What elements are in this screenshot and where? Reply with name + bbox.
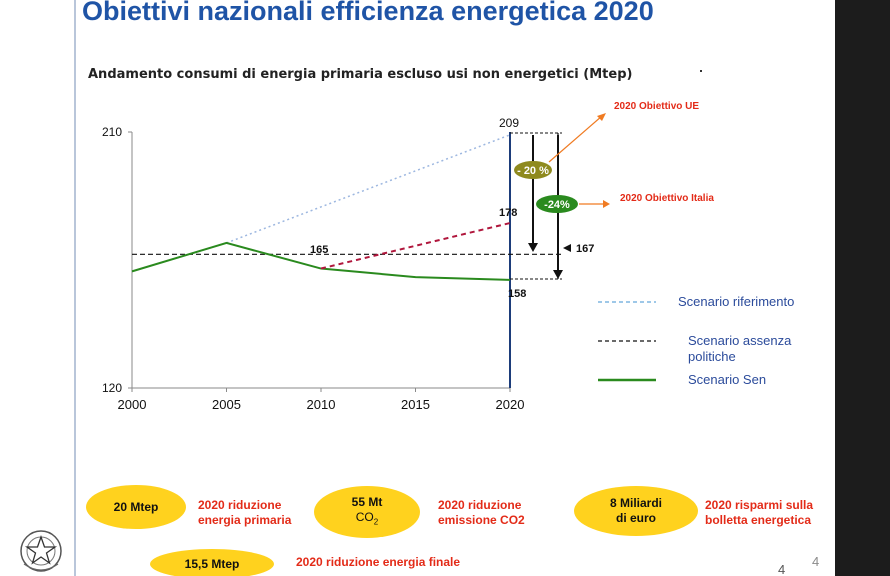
arrow-ue-head <box>597 113 606 121</box>
x-tick-label-2005: 2005 <box>212 397 241 412</box>
legend-assenza-line2: politiche <box>688 349 736 364</box>
kpi-oval-2-unit-subscript: 2 <box>373 517 379 527</box>
slide: Obiettivi nazionali efficienza energetic… <box>0 0 835 576</box>
kpi-oval-4-value: 15,5 Mtep <box>184 556 240 571</box>
legend-assenza-line1: Scenario assenza <box>688 333 792 348</box>
arrow-ue <box>548 115 603 163</box>
kpi-label-1: 2020 riduzione energia primaria <box>198 498 291 528</box>
kpi-oval-2: 55 Mt CO2 <box>314 486 420 538</box>
legend-assenza: Scenario assenza politiche <box>688 333 791 365</box>
tick-labels: 2000 2005 2010 2015 2020 120 210 <box>102 125 524 412</box>
dot-mark <box>700 70 702 72</box>
kpi-oval-2-unit: CO2 <box>355 509 379 527</box>
legend-sen: Scenario Sen <box>688 372 767 387</box>
x-ticks <box>131 388 511 392</box>
kpi-oval-2-value: 55 Mt <box>351 494 383 509</box>
label-209: 209 <box>499 116 519 130</box>
energy-chart: 2000 2005 2010 2015 2020 120 210 - 20 % -24% 2… <box>102 101 714 412</box>
kpi-label-1-line1: 2020 riduzione <box>198 498 282 512</box>
badge-minus-24 <box>536 195 578 213</box>
legend-riferimento: Scenario riferimento <box>678 294 795 309</box>
x-tick-label-2015: 2015 <box>401 397 430 412</box>
kpi-label-2-line2: emissione CO2 <box>438 513 525 527</box>
x-tick-label-2000: 2000 <box>118 397 147 412</box>
page-number: 4 <box>812 554 820 569</box>
label-obiettivo-italia: 2020 Obiettivo Italia <box>620 193 714 204</box>
y-tick-label-120: 120 <box>102 381 122 395</box>
kpi-label-4: 2020 riduzione energia finale <box>296 555 460 570</box>
chart-title: Andamento consumi di energia primaria es… <box>88 67 633 82</box>
kpi-label-3-line1: 2020 risparmi sulla <box>705 498 814 512</box>
label-obiettivo-ue: 2020 Obiettivo UE <box>614 101 699 112</box>
kpi-label-4-line1: 2020 riduzione energia finale <box>296 555 461 569</box>
label-165: 165 <box>310 244 328 256</box>
kpi-label-2-line1: 2020 riduzione <box>438 498 522 512</box>
kpi-label-1-line2: energia primaria <box>198 513 292 527</box>
pointer-167 <box>563 244 571 252</box>
arrow-minus-20-head <box>528 243 538 252</box>
kpi-label-3-line2: bolletta energetica <box>705 513 812 527</box>
kpi-label-3: 2020 risparmi sulla bolletta energetica <box>705 498 813 528</box>
kpi-oval-3-value: 8 Miliardi <box>609 496 662 510</box>
badge-minus-24-label: -24% <box>544 199 570 211</box>
y-tick-label-210: 210 <box>102 125 122 139</box>
italian-republic-emblem-icon <box>20 530 62 572</box>
kpi-oval-4: 15,5 Mtep <box>150 549 274 576</box>
series-layer <box>131 134 562 281</box>
kpi-oval-3-unit: di euro <box>615 511 656 525</box>
arrow-minus-24-head <box>553 270 563 279</box>
slide-title: Obiettivi nazionali efficienza energetic… <box>82 0 654 26</box>
x-tick-label-2010: 2010 <box>307 397 336 412</box>
label-158: 158 <box>508 288 526 300</box>
left-rule <box>74 0 76 576</box>
kpi-oval-1: 20 Mtep <box>86 485 186 529</box>
label-167: 167 <box>576 243 594 255</box>
x-tick-label-2020: 2020 <box>496 397 525 412</box>
series-line-0 <box>226 134 511 244</box>
badge-minus-20-label: - 20 % <box>517 165 549 177</box>
label-178: 178 <box>499 207 517 219</box>
arrow-italia-head <box>603 200 610 208</box>
series-line-3 <box>320 222 511 270</box>
kpi-oval-3: 8 Miliardi di euro <box>574 486 698 536</box>
badge-minus-20 <box>514 161 552 179</box>
page-number-secondary: 4 <box>778 562 786 576</box>
kpi-label-2: 2020 riduzione emissione CO2 <box>438 498 525 528</box>
kpi-oval-1-value: 20 Mtep <box>113 499 159 514</box>
